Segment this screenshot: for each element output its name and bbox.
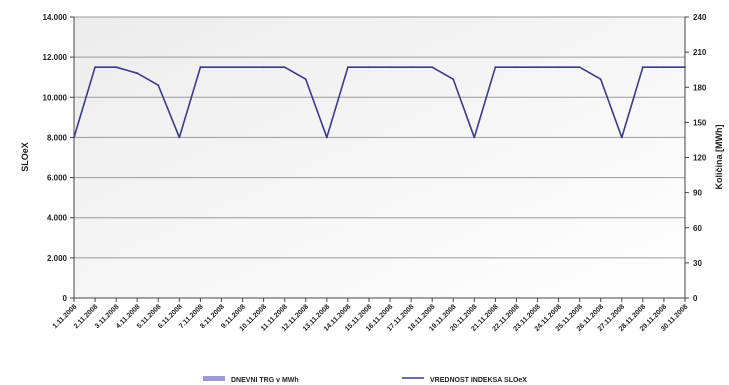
y-tick-label-right: 180 <box>693 83 707 92</box>
data-point <box>663 66 665 69</box>
y-ticks-left: 0 2.000 4.000 6.000 8.000 10.000 12.000 14.000 <box>43 13 74 303</box>
data-point <box>620 136 623 139</box>
data-point <box>157 84 160 87</box>
y-tick-label-left: 8.000 <box>47 133 68 142</box>
data-point <box>199 66 202 69</box>
y-tick-label-right: 120 <box>693 154 707 163</box>
data-point <box>599 78 602 81</box>
data-point <box>410 66 413 69</box>
y-tick-label-left: 12.000 <box>43 53 68 62</box>
y-tick-label-left: 6.000 <box>47 174 68 183</box>
y-tick-label-left: 0 <box>63 294 68 303</box>
data-point <box>368 66 370 69</box>
y-tick-label-right: 210 <box>693 48 707 57</box>
data-point <box>115 66 118 69</box>
y-tick-label-left: 4.000 <box>47 214 68 223</box>
data-point <box>515 66 518 69</box>
data-point <box>389 66 391 69</box>
data-point <box>578 66 581 69</box>
data-point <box>262 66 265 69</box>
data-point <box>431 66 434 69</box>
data-point <box>241 66 244 69</box>
legend-label-line: VREDNOST INDEKSA SLOeX <box>430 377 527 384</box>
data-point <box>304 78 307 81</box>
data-point <box>283 66 286 69</box>
y-tick-label-left: 10.000 <box>43 93 68 102</box>
y-tick-label-right: 30 <box>693 259 702 268</box>
y-axis-title-right: Količina [MWh] <box>714 125 724 190</box>
data-point <box>473 136 476 139</box>
data-point <box>136 72 139 75</box>
y-axis-title-left: SLOeX <box>20 142 30 172</box>
y-tick-label-left: 14.000 <box>43 13 68 22</box>
y-tick-label-right: 150 <box>693 118 707 127</box>
data-point <box>325 136 328 139</box>
series-line <box>73 66 685 139</box>
data-point <box>684 66 686 69</box>
data-point <box>536 66 539 69</box>
data-point <box>178 136 181 139</box>
y-ticks-right: 0 30 60 90 120 150 180 210 240 <box>685 13 707 303</box>
plot-area <box>74 17 685 298</box>
data-point <box>494 66 497 69</box>
data-point <box>452 78 455 81</box>
y-tick-label-right: 0 <box>693 294 698 303</box>
legend-swatch-bar <box>203 376 225 381</box>
data-point <box>220 66 223 69</box>
data-point <box>94 66 96 69</box>
legend: DNEVNI TRG v MWh VREDNOST INDEKSA SLOeX <box>203 376 527 384</box>
data-point <box>557 66 560 69</box>
data-point <box>73 136 75 139</box>
series-layer <box>73 66 686 139</box>
legend-label-bar: DNEVNI TRG v MWh <box>231 377 299 384</box>
y-tick-label-right: 60 <box>693 224 702 233</box>
x-ticks: 1.11.20082.11.20083.11.20084.11.20085.11… <box>52 298 689 333</box>
gridlines <box>74 16 685 259</box>
data-point <box>641 66 644 69</box>
y-tick-label-right: 90 <box>693 189 702 198</box>
y-tick-label-left: 2.000 <box>47 254 68 263</box>
data-point <box>346 66 349 69</box>
y-tick-label-right: 240 <box>693 13 707 22</box>
